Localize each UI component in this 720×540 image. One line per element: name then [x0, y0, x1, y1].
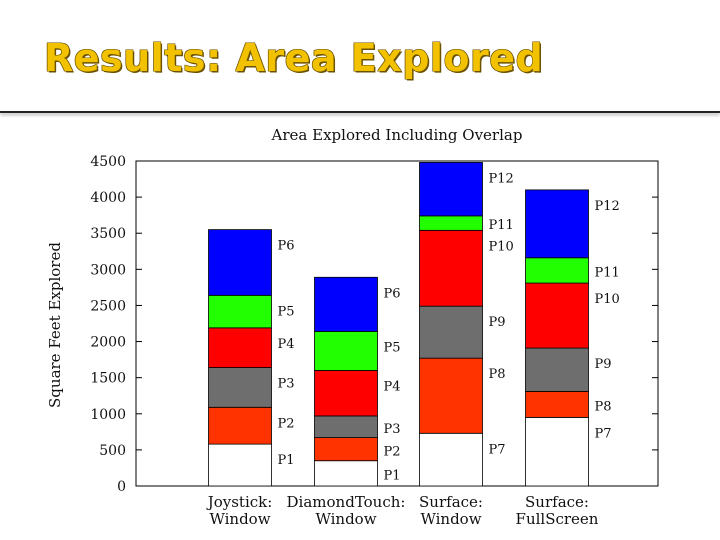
x-category-label-line2: FullScreen [516, 510, 599, 528]
y-tick-label: 4500 [90, 154, 126, 170]
stacked-bar-chart: Area Explored Including Overlap Square F… [46, 126, 659, 528]
bar-segment-p4 [314, 370, 378, 417]
segment-label: P2 [278, 416, 295, 431]
bars-group: P1 P2 P3 P4 P5 P6 P1 P2 P3 P4 P5 P6 P7 P8 P9 P10 P11 P12 P… [208, 162, 620, 487]
segment-label: P11 [489, 218, 514, 233]
x-category-label-line1: Surface: [419, 493, 483, 511]
bar-segment-p2 [314, 437, 378, 462]
bar-segment-p5 [314, 331, 378, 371]
title-divider [0, 111, 720, 113]
segment-label: P9 [489, 315, 506, 330]
segment-label: P12 [595, 199, 620, 214]
x-category-label-line1: DiamondTouch: [287, 493, 406, 511]
y-tick-label: 0 [117, 479, 126, 495]
bar-segment-p11 [419, 215, 483, 231]
x-category-label-line2: Window [420, 510, 481, 528]
segment-label: P3 [384, 422, 401, 437]
bar-segment-p1 [208, 443, 272, 487]
segment-label: P4 [384, 379, 401, 394]
plot-area-frame [135, 160, 659, 487]
segment-label: P7 [595, 426, 612, 441]
bar-segment-p2 [208, 406, 272, 445]
segment-label: P2 [384, 444, 401, 459]
chart-title: Area Explored Including Overlap [271, 126, 523, 144]
y-tick-label: 3000 [90, 262, 126, 278]
bar-segment-p8 [525, 390, 589, 418]
y-axis-label: Square Feet Explored [46, 242, 64, 408]
bar-segment-p6 [208, 229, 272, 296]
bar-segment-p4 [208, 327, 272, 368]
segment-label: P10 [595, 292, 620, 307]
y-tick-label: 1500 [90, 371, 126, 387]
bar-segment-p9 [419, 305, 483, 359]
y-tick-label: 2500 [90, 298, 126, 314]
y-tick-label: 3500 [90, 226, 126, 242]
bar-segment-p6 [314, 276, 378, 332]
bar-segment-p1 [314, 460, 378, 487]
segment-label: P3 [278, 377, 295, 392]
segment-label: P10 [489, 239, 514, 254]
bar-segment-p3 [208, 367, 272, 408]
bar-segment-p8 [419, 357, 483, 434]
segment-label: P7 [489, 442, 506, 457]
segment-label: P5 [384, 340, 401, 355]
x-category-label-line2: Window [315, 510, 376, 528]
segment-label: P6 [384, 286, 401, 301]
slide-title: Results: Area Explored [44, 36, 544, 80]
segment-label: P8 [595, 400, 612, 415]
bar-segment-p12 [525, 189, 589, 259]
y-axis: 0 500 1000 1500 2000 2500 3000 3500 4000 4500 [90, 154, 658, 495]
y-tick-label: 1000 [90, 407, 126, 423]
segment-label: P1 [278, 453, 295, 468]
x-category-label-line2: Window [209, 510, 270, 528]
bar-segment-p7 [419, 432, 483, 487]
segment-label: P12 [489, 171, 514, 186]
segment-label: P5 [278, 304, 295, 319]
segment-label: P6 [278, 239, 295, 254]
bar-segment-p5 [208, 294, 272, 329]
y-tick-label: 2000 [90, 335, 126, 351]
bar-segment-p9 [525, 347, 589, 392]
bar-segment-p10 [419, 229, 483, 307]
segment-label: P1 [384, 469, 401, 484]
segment-label: P4 [278, 337, 295, 352]
bar-segment-p10 [525, 282, 589, 349]
y-tick-label: 500 [99, 443, 126, 459]
segment-label: P8 [489, 367, 506, 382]
segment-label: P9 [595, 357, 612, 372]
bar-segment-p3 [314, 415, 378, 439]
bar-segment-p12 [419, 162, 483, 217]
x-category-label-line1: Surface: [525, 493, 589, 511]
x-category-label-line1: Joystick: [206, 493, 273, 511]
segment-label: P11 [595, 266, 620, 281]
bar-segment-p11 [525, 257, 589, 284]
y-tick-label: 4000 [90, 190, 126, 206]
bar-segment-p7 [525, 416, 589, 487]
x-axis: Joystick:WindowDiamondTouch:WindowSurfac… [206, 493, 599, 528]
